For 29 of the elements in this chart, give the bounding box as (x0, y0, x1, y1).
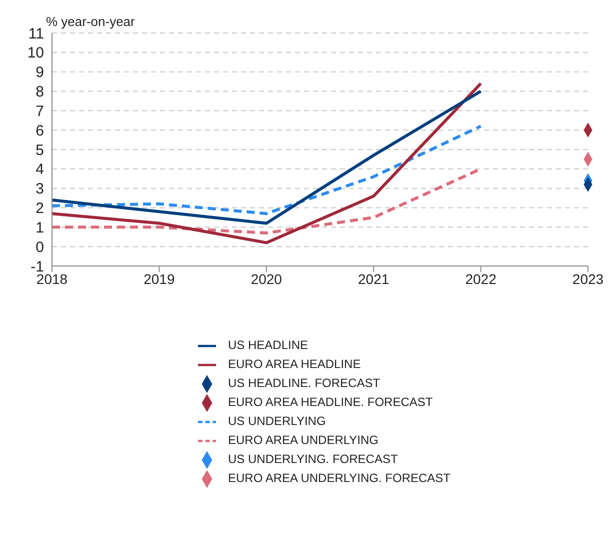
y-tick-label: 9 (36, 64, 44, 82)
legend-label: US UNDERLYING. FORECAST (228, 452, 398, 466)
legend-label: EURO AREA HEADLINE (228, 357, 361, 371)
legend-label: EURO AREA UNDERLYING (228, 433, 378, 447)
x-tick-label: 2021 (358, 270, 390, 287)
y-tick-label: 0 (36, 238, 44, 256)
line-series (50, 124, 482, 216)
y-tick-label: 3 (36, 180, 44, 198)
y-tick-label: 11 (28, 25, 44, 42)
y-tick-label: 2 (36, 200, 44, 218)
y-tick-label: 8 (36, 84, 44, 101)
legend-label: EURO AREA HEADLINE. FORECAST (228, 395, 433, 409)
y-tick-label: 6 (36, 122, 44, 140)
y-tick-label: 10 (27, 44, 44, 62)
x-tick-label: 2020 (250, 270, 282, 287)
line-series (50, 82, 482, 244)
legend-label: US HEADLINE. FORECAST (228, 376, 380, 390)
legend-label: US UNDERLYING (228, 414, 326, 428)
x-tick-label: 2023 (572, 270, 604, 287)
y-axis-title: % year-on-year (46, 14, 135, 29)
line-series (50, 90, 482, 225)
x-tick-label: 2022 (465, 270, 497, 287)
y-tick-label: 4 (36, 161, 44, 178)
x-tick-label: 2019 (144, 270, 175, 287)
legend-label: US HEADLINE (228, 338, 308, 352)
y-tick-label: 5 (36, 142, 44, 159)
y-tick-label: 1 (36, 219, 44, 236)
y-tick-label: 7 (36, 102, 44, 120)
legend-label: EURO AREA UNDERLYING. FORECAST (228, 471, 450, 485)
